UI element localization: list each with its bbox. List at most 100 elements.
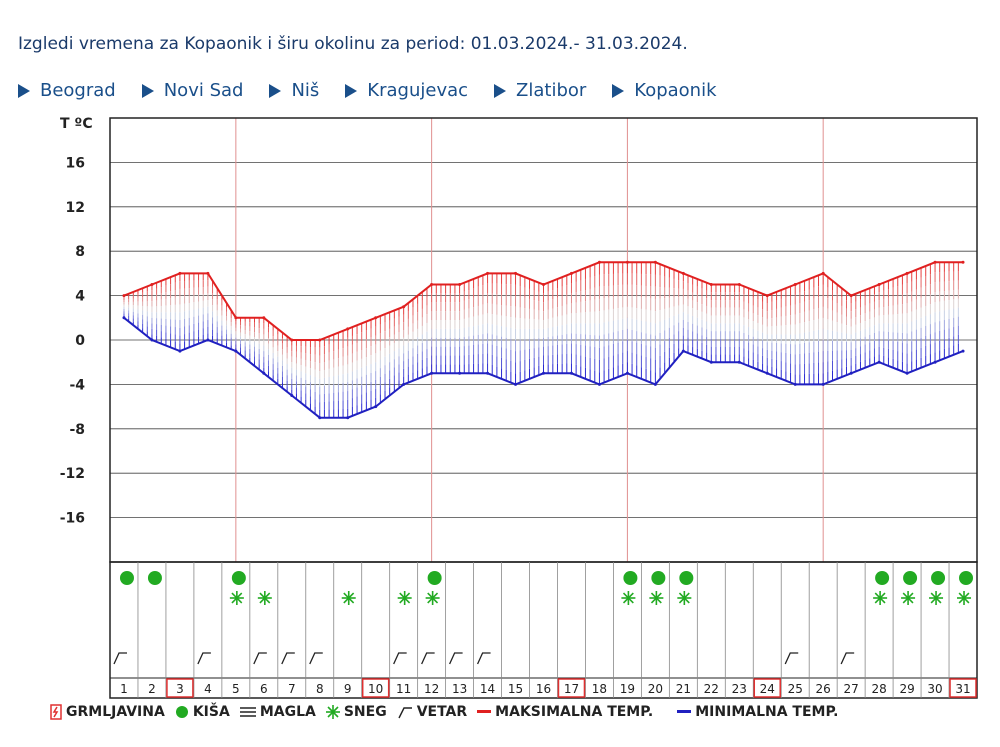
max-temp-point [569, 271, 573, 275]
rain-icon [231, 571, 246, 585]
snow-icon [873, 591, 888, 605]
max-temp-point [653, 260, 657, 264]
rain-icon [679, 571, 694, 585]
rain-icon [959, 571, 974, 585]
min-temp-point [486, 371, 490, 375]
wind-icon [476, 652, 491, 665]
wind-icon [309, 652, 323, 665]
max-line-icon [477, 710, 492, 713]
max-temp-point [346, 327, 350, 331]
min-temp-point [262, 371, 266, 375]
min-temp-point [933, 360, 937, 364]
snow-icon [929, 591, 944, 605]
max-temp-point [290, 338, 294, 342]
min-temp-point [681, 349, 685, 353]
min-line-icon [677, 710, 692, 713]
legend-max: MAKSIMALNA TEMP. [477, 704, 653, 720]
day-number: 11 [396, 682, 411, 696]
min-temp-point [234, 349, 238, 353]
snow-icon [325, 705, 340, 719]
rain-icon [147, 571, 162, 585]
legend-wind: VETAR [397, 704, 467, 720]
day-number: 15 [508, 682, 523, 696]
max-temp-point [486, 271, 490, 275]
nav-link-label: Novi Sad [163, 80, 244, 101]
min-temp-point [122, 316, 126, 320]
y-tick-label: -12 [60, 466, 85, 482]
y-tick-label: 16 [66, 155, 85, 171]
day-number: 31 [955, 682, 970, 696]
min-temp-point [709, 360, 713, 364]
rain-icon [623, 571, 638, 585]
max-temp-point [681, 271, 685, 275]
y-tick-label: 4 [75, 289, 85, 305]
min-temp-point [318, 416, 322, 420]
wind-icon [281, 652, 295, 665]
snow-icon [621, 591, 636, 605]
day-highlight-box [166, 678, 194, 698]
legend-thunder: GRMLJAVINA [50, 704, 165, 720]
day-highlight-box [753, 678, 781, 698]
nav-link-beograd[interactable]: Beograd [18, 80, 116, 101]
nav-link-novi-sad[interactable]: Novi Sad [141, 80, 244, 101]
nav-link-label: Niš [291, 80, 320, 101]
min-temp-point [178, 349, 182, 353]
min-temp-point [290, 394, 294, 397]
day-number: 5 [232, 682, 240, 696]
max-temp-point [178, 271, 182, 275]
day-number: 23 [732, 682, 747, 696]
min-temp-point [821, 382, 825, 386]
max-temp-point [542, 283, 545, 286]
min-temp-point [514, 382, 518, 386]
snow-icon [397, 591, 412, 605]
y-tick-label: 0 [75, 333, 85, 349]
nav-link-label: Kopaonik [634, 80, 717, 101]
rain-icon [931, 571, 946, 585]
max-temp-point [234, 316, 238, 320]
nav-link-kopaonik[interactable]: Kopaonik [612, 80, 717, 101]
arrow-right-icon [345, 83, 358, 98]
min-temp-point [737, 360, 741, 364]
nav-link-zlatibor[interactable]: Zlatibor [494, 80, 586, 101]
day-number: 18 [592, 682, 607, 696]
legend-snow-label: SNEG [343, 704, 387, 720]
day-number: 7 [288, 682, 296, 696]
max-temp-point [514, 271, 518, 275]
y-tick-label: -4 [69, 377, 85, 393]
nav-link-label: Beograd [40, 80, 116, 101]
arrow-right-icon [141, 83, 154, 98]
wind-icon [113, 652, 127, 665]
max-temp-point [765, 294, 769, 298]
day-number: 19 [620, 682, 635, 696]
day-number: 9 [344, 682, 352, 696]
nav-link-nis[interactable]: Niš [269, 80, 319, 101]
min-temp-point [542, 371, 545, 375]
day-number: 29 [899, 682, 914, 696]
min-temp-point [961, 349, 965, 353]
min-temp-point [597, 382, 601, 386]
min-temp-point [402, 382, 406, 386]
wind-icon [421, 652, 435, 665]
min-temp-point [206, 338, 210, 342]
day-number: 22 [704, 682, 719, 696]
weather-frame [109, 561, 978, 699]
max-temp-point [849, 294, 853, 298]
city-nav: Beograd Novi Sad Niš Kragujevac Zlatibor… [18, 80, 743, 101]
max-temp-point [122, 294, 126, 298]
max-temp-point [597, 260, 601, 264]
legend-thunder-label: GRMLJAVINA [66, 704, 165, 720]
min-temp-point [653, 382, 657, 386]
arrow-right-icon [612, 83, 625, 98]
day-number: 8 [316, 682, 324, 696]
y-tick-label: -8 [69, 422, 85, 438]
day-number: 6 [260, 682, 268, 696]
y-tick-label: -16 [60, 511, 85, 527]
nav-link-kragujevac[interactable]: Kragujevac [345, 80, 468, 101]
nav-link-label: Kragujevac [367, 80, 469, 101]
fog-icon [239, 707, 256, 717]
min-temp-point [374, 405, 378, 409]
snow-icon [257, 591, 272, 605]
y-axis-label: T ºC [60, 116, 93, 132]
wind-icon [784, 652, 799, 665]
